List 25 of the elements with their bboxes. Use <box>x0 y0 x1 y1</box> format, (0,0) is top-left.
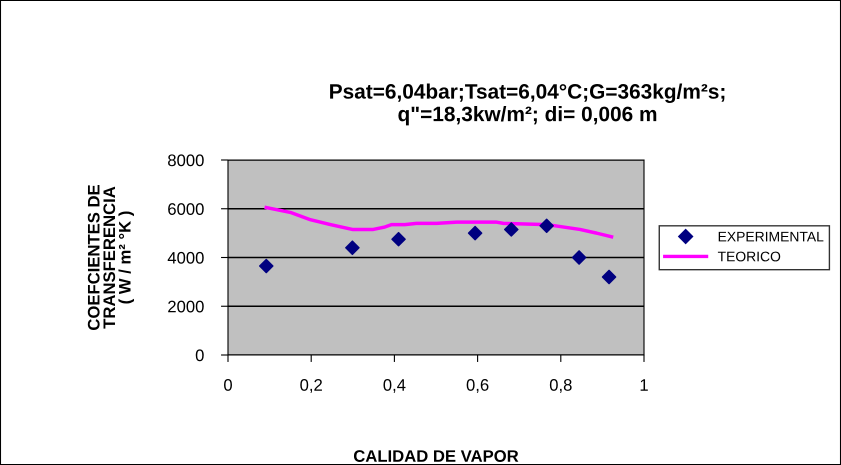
x-tick-label: 1 <box>640 379 648 391</box>
point <box>345 240 360 256</box>
point <box>602 270 616 284</box>
legend-label: TEORICO <box>718 252 780 262</box>
y-axis-title: COEFCIENTES DE TRANSFERENCIA ( W / m² °K ) <box>88 184 134 330</box>
x-tick-label: 0,2 <box>300 379 322 393</box>
y-tick-label: 4000 <box>168 252 204 264</box>
y-tick-label: 2000 <box>168 300 204 312</box>
y-tick-label: 0 <box>196 349 204 362</box>
x-tick-label: 0,6 <box>466 379 488 393</box>
x-axis-title: CALIDAD DE VAPOR <box>354 450 518 462</box>
y-tick-label: 8000 <box>168 154 204 166</box>
x-tick-label: 0 <box>224 379 232 391</box>
y-tick-label: 6000 <box>168 203 204 215</box>
point <box>391 232 406 247</box>
point <box>504 222 519 237</box>
chart-title: Psat=6,04bar;Tsat=6,04°C;G=363kg/m²s; q"=18,3kw/m²; di= 0,006 m <box>330 83 724 126</box>
point <box>258 258 274 274</box>
point <box>468 226 482 240</box>
point <box>539 218 554 234</box>
line-series <box>264 206 614 239</box>
x-tick-label: 0,4 <box>383 379 406 393</box>
point <box>572 250 586 265</box>
x-tick-label: 0,8 <box>550 379 572 393</box>
legend-label: EXPERIMENTAL <box>718 232 824 242</box>
